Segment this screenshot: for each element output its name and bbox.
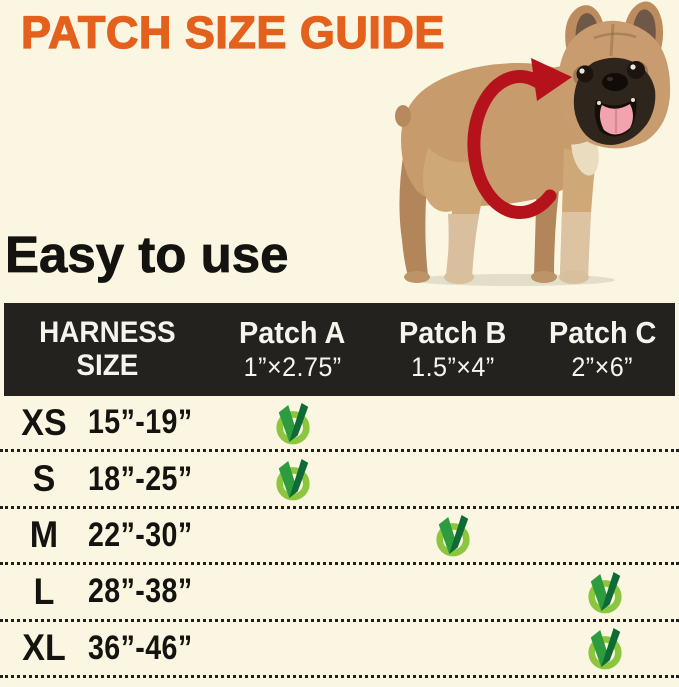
size-table-row: XL 36”-46” [0, 622, 679, 678]
patch-c-cell [530, 622, 679, 675]
patch-c-cell [530, 509, 679, 562]
range-text: 36”-46” [88, 628, 193, 667]
size-cell: S [32, 458, 56, 500]
size-cell: L [33, 570, 55, 612]
patch-a-name: Patch A [239, 315, 346, 351]
check-badge-icon [275, 459, 310, 501]
header-patch-b: Patch B 1.5”×4” [375, 315, 530, 383]
check-badge-icon [587, 571, 622, 614]
header-patch-a: Patch A 1”×2.75” [210, 315, 375, 383]
patch-a-cell [210, 622, 375, 675]
patch-b-cell [375, 452, 530, 505]
size-table-row: M 22”-30” [0, 509, 679, 566]
size-table-body: XS 15”-19” [0, 396, 679, 678]
range-cell: 18”-25” [88, 460, 210, 499]
patch-c-cell [530, 396, 679, 449]
patch-c-dimensions: 2”×6” [571, 352, 634, 383]
patch-b-name: Patch B [398, 315, 507, 351]
range-cell: 28”-38” [88, 572, 210, 611]
patch-a-cell [210, 509, 375, 562]
section-heading: Easy to use [5, 226, 289, 283]
page-title: PATCH SIZE GUIDE [20, 7, 445, 58]
patch-c-name: Patch C [548, 315, 657, 351]
patch-b-dimensions: 1.5”×4” [410, 352, 495, 383]
patch-a-cell [210, 396, 375, 449]
header-harness-line2: SIZE [75, 348, 139, 382]
range-text: 18”-25” [88, 459, 193, 498]
range-cell: 36”-46” [88, 629, 210, 668]
patch-a-cell [210, 565, 375, 618]
size-table-row: XS 15”-19” [0, 396, 679, 453]
size-table-header: HARNESS SIZE Patch A 1”×2.75” Patch B 1.… [4, 303, 675, 396]
french-bulldog-image [395, 1, 671, 286]
patch-a-dimensions: 1”×2.75” [243, 352, 342, 383]
size-table-row: S 18”-25” [0, 452, 679, 509]
range-text: 28”-38” [88, 572, 193, 611]
header-harness-size: HARNESS SIZE [4, 317, 210, 381]
patch-c-cell [530, 565, 679, 618]
range-cell: 15”-19” [88, 403, 210, 442]
size-table-row: L 28”-38” [0, 565, 679, 622]
check-badge-icon [435, 515, 470, 557]
check-badge-icon [275, 402, 310, 445]
check-badge-icon [587, 628, 622, 670]
patch-c-cell [530, 452, 679, 505]
size-cell: XL [22, 627, 66, 669]
patch-a-cell [210, 452, 375, 505]
range-text: 15”-19” [88, 403, 193, 442]
dog-illustration [388, 0, 679, 288]
size-cell: XS [21, 401, 67, 443]
header-patch-c: Patch C 2”×6” [530, 315, 675, 383]
patch-b-cell [375, 396, 530, 449]
range-text: 22”-30” [88, 515, 193, 554]
patch-b-cell [375, 565, 530, 618]
header-harness-line1: HARNESS [38, 316, 176, 350]
patch-b-cell [375, 509, 530, 562]
patch-b-cell [375, 622, 530, 675]
size-cell: M [29, 514, 59, 556]
range-cell: 22”-30” [88, 516, 210, 555]
girth-measure-arrow-icon [467, 58, 572, 220]
